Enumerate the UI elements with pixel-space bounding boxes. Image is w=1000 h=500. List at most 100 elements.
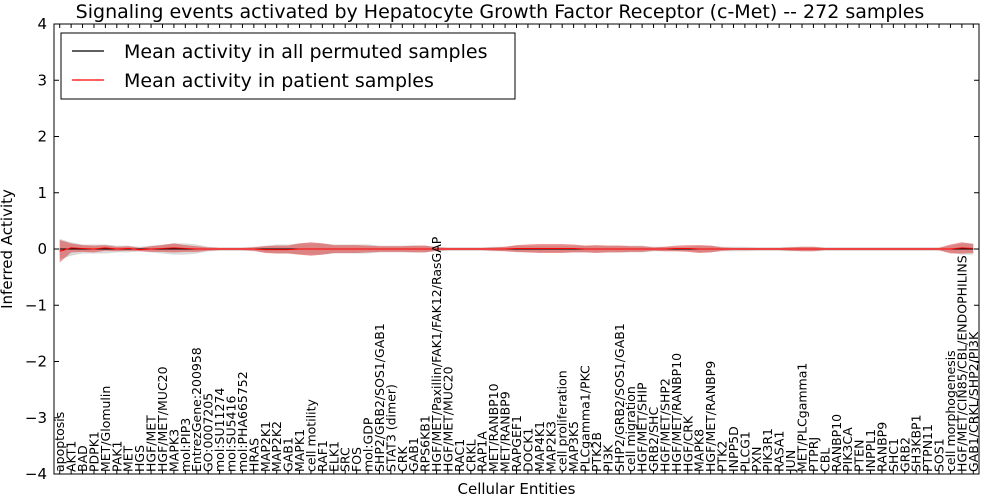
y-axis-ticks: 4 3 2 1 0 −1 −2 −3 −4	[25, 15, 979, 483]
category-label: mol:SU11274	[212, 388, 227, 472]
category-label: PAK1	[109, 441, 124, 472]
category-label: HGF/MET/SHP2	[657, 378, 672, 472]
category-label: PI3K	[600, 444, 615, 472]
legend-box	[60, 32, 516, 100]
y-tick-label: 4	[37, 15, 47, 33]
category-label: MAPK3	[166, 429, 181, 472]
category-label: SH3KBP1	[909, 414, 924, 472]
category-label: MAP4K1	[532, 421, 547, 472]
category-label: PTPN11	[920, 424, 935, 472]
category-label: MET	[121, 445, 136, 472]
category-label: GAB1/CRKL/SHP2/PI3K	[966, 331, 981, 472]
y-tick-label: −1	[25, 296, 47, 314]
y-tick-label: 1	[37, 184, 47, 202]
chart-title: Signaling events activated by Hepatocyte…	[76, 1, 925, 23]
category-label: SHP2/GRB2/SOS1/GAB1	[372, 323, 387, 472]
category-label: HRAS	[246, 438, 261, 472]
category-label: MAP2K2	[269, 421, 284, 472]
category-label: PTPRJ	[806, 437, 821, 472]
category-label: cell proliferation	[555, 370, 570, 472]
category-label: HGF/MET/RANBP10	[669, 353, 684, 472]
series-lines	[59, 247, 974, 252]
category-label: apoptosis	[52, 412, 67, 472]
category-label: GAB1	[281, 437, 296, 472]
legend: Mean activity in all permuted samples Me…	[60, 32, 516, 100]
confidence-bands	[59, 238, 974, 263]
category-label: GAB1	[406, 437, 421, 472]
category-label: RAF1	[315, 440, 330, 472]
category-label: PIK3CA	[840, 427, 855, 472]
category-label: cell migration	[623, 386, 638, 472]
category-label: HGF/MET/RANBP9	[703, 361, 718, 472]
category-label: RANBP10	[829, 414, 844, 472]
category-label: PTEN	[852, 440, 867, 472]
category-label: SRC	[338, 447, 353, 472]
category-label: INPP5D	[726, 426, 741, 472]
category-label: PLCG1	[737, 431, 752, 472]
y-axis-label: Inferred Activity	[0, 189, 16, 309]
category-label: SHC1	[886, 438, 901, 472]
category-label: MET/Glomulin	[98, 386, 113, 472]
category-label: MAP2K3	[543, 421, 558, 472]
category-label: SOS1	[932, 438, 947, 472]
category-label: PXN	[749, 447, 764, 472]
category-label: PIK3R1	[760, 428, 775, 472]
category-label: RAPGEF1	[509, 415, 524, 472]
category-label: HGF/MET	[144, 415, 159, 472]
category-label: MET/PLCgamma1	[794, 363, 809, 472]
category-label: EntrezGene:200958	[189, 347, 204, 472]
category-label: AKT1	[64, 441, 79, 472]
category-label: MAPK8	[692, 429, 707, 472]
category-label: ELK1	[326, 441, 341, 472]
category-label: BAD	[75, 445, 90, 472]
category-label: PLCgamma1/PKC	[578, 365, 593, 472]
category-label: JUN	[783, 450, 798, 473]
category-label: FOS	[349, 447, 364, 472]
category-label: HGF/MET/MUC20	[155, 366, 170, 472]
category-label: mol:SU5416	[224, 396, 239, 472]
category-label: mol:PHA665752	[235, 371, 250, 472]
category-label: RPS6KB1	[418, 415, 433, 472]
x-axis-label: Cellular Entities	[458, 480, 576, 498]
x-axis-ticks	[59, 24, 974, 474]
category-label: HGF/CRK	[680, 415, 695, 472]
category-label: HGF/MET/Paxillin/FAK1/FAK12/RasGAP	[429, 236, 444, 472]
category-label: mol:PIP3	[178, 418, 193, 472]
category-label: HGF/MET/CIN85/CBL/ENDOPHILINS	[954, 255, 969, 472]
category-label: PTK2	[715, 441, 730, 472]
category-label: PDPK1	[86, 431, 101, 472]
category-label: HGS	[132, 445, 147, 472]
legend-label-patient: Mean activity in patient samples	[124, 70, 434, 92]
band-patient	[59, 240, 974, 263]
category-label: HGF/MET/MUC20	[440, 366, 455, 472]
category-label: STAT3 (dimer)	[383, 384, 398, 472]
line-patient	[59, 247, 974, 252]
category-label: HGF/MET/SHIP	[635, 382, 650, 472]
category-label: RAC1	[452, 439, 467, 472]
category-label: cell motility	[303, 398, 318, 472]
y-tick-label: 3	[37, 71, 47, 89]
category-label: MAP2K1	[258, 421, 273, 472]
x-axis-category-labels: apoptosisAKT1BADPDPK1MET/GlomulinPAK1MET…	[52, 236, 981, 473]
y-tick-label: −4	[25, 465, 47, 483]
y-tick-label: 2	[37, 128, 47, 146]
category-label: RAP1A	[475, 431, 490, 472]
y-tick-label: −2	[25, 353, 47, 371]
category-label: GRB2/SHC	[646, 407, 661, 472]
category-label: RASA1	[772, 431, 787, 472]
category-label: GO:0007205	[201, 393, 216, 472]
legend-label-permuted: Mean activity in all permuted samples	[124, 41, 487, 63]
category-label: GRB2	[897, 437, 912, 472]
category-label: PTK2B	[589, 432, 604, 472]
category-label: CRK	[395, 446, 410, 472]
y-tick-label: 0	[37, 240, 47, 258]
category-label: mol:GDP	[361, 417, 376, 472]
category-label: cell morphogenesis	[943, 350, 958, 472]
category-label: DOCK1	[520, 428, 535, 472]
category-label: MAPK1	[292, 429, 307, 472]
category-label: RANBP9	[874, 422, 889, 472]
y-tick-label: −3	[25, 409, 47, 427]
category-label: SHP2/GRB2/SOS1/GAB1	[612, 323, 627, 472]
category-label: INPPL1	[863, 429, 878, 472]
